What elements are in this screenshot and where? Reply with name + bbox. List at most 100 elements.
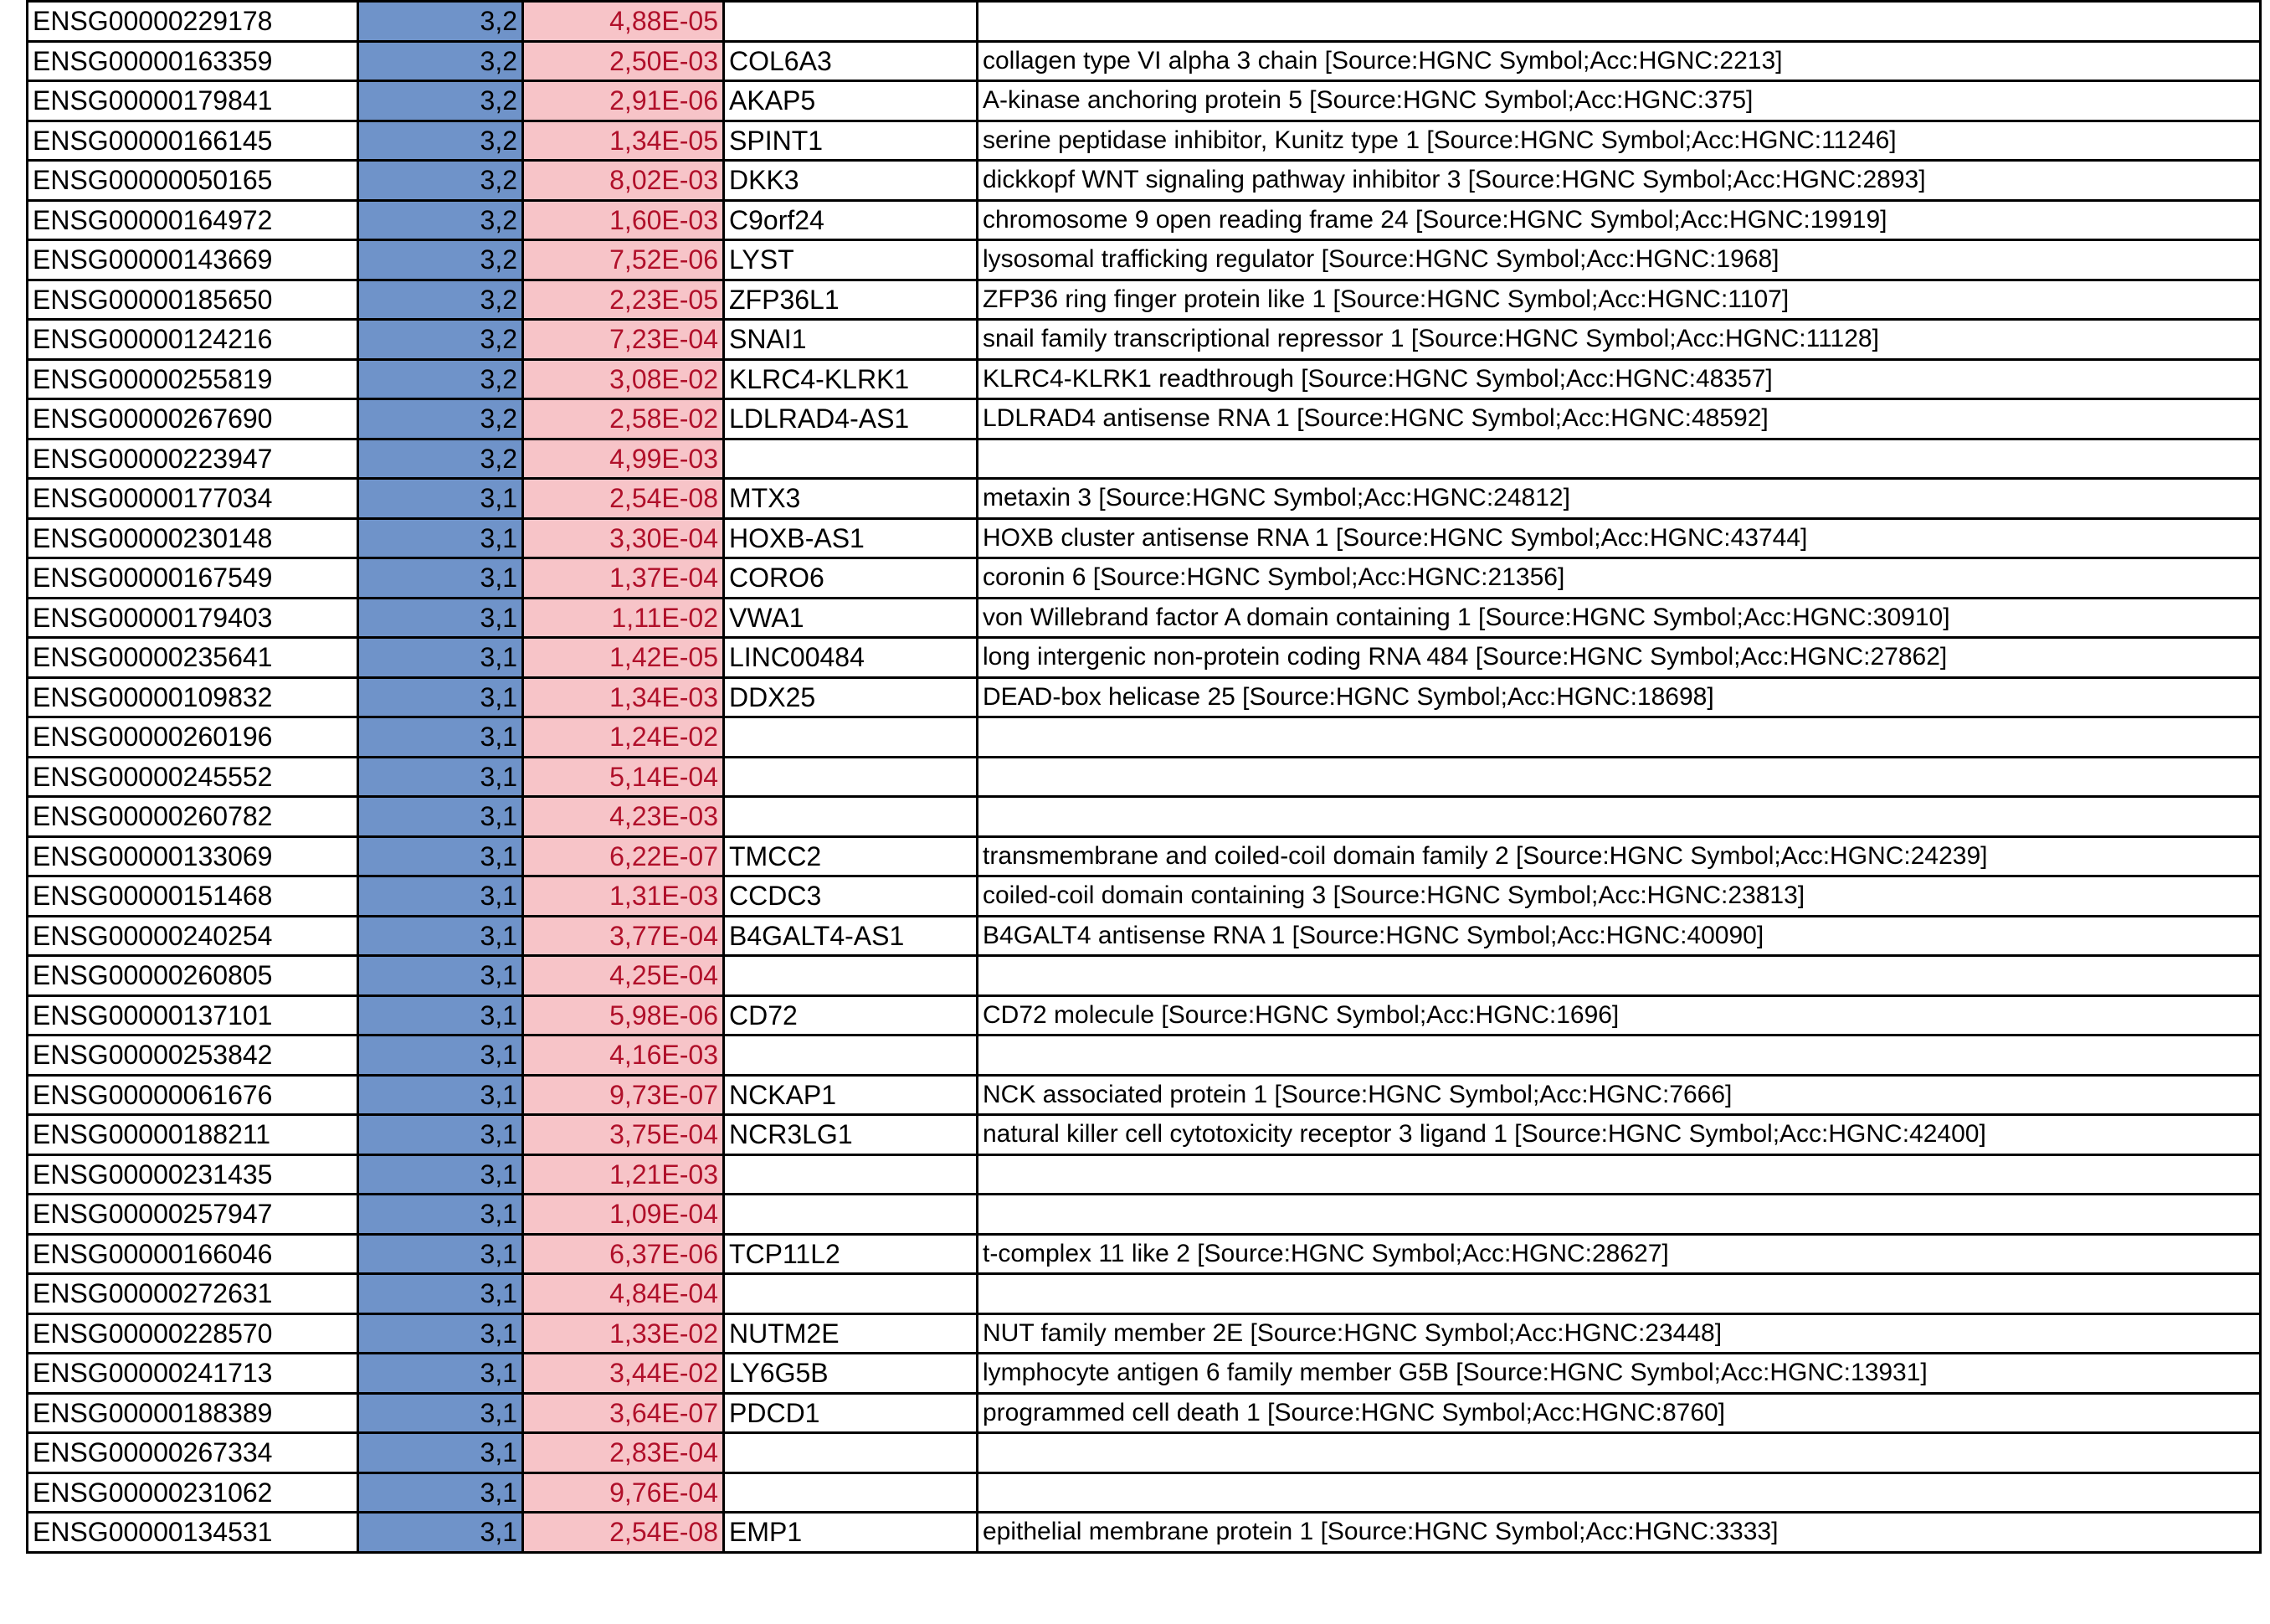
gene-symbol-cell[interactable]: COL6A3 <box>722 39 978 82</box>
fold-change-cell[interactable]: 3,1 <box>357 1232 524 1275</box>
gene-id-cell[interactable]: ENSG00000255819 <box>26 357 359 400</box>
p-value-cell[interactable]: 4,25E-04 <box>521 954 725 997</box>
fold-change-cell[interactable]: 3,1 <box>357 875 524 917</box>
fold-change-cell[interactable]: 3,2 <box>357 437 524 480</box>
gene-description-cell[interactable]: t-complex 11 like 2 [Source:HGNC Symbol;… <box>976 1232 2262 1275</box>
gene-symbol-cell[interactable] <box>722 1153 978 1195</box>
fold-change-cell[interactable]: 3,1 <box>357 1153 524 1195</box>
gene-description-cell[interactable]: snail family transcriptional repressor 1… <box>976 318 2262 361</box>
fold-change-cell[interactable]: 3,2 <box>357 39 524 82</box>
gene-id-cell[interactable]: ENSG00000228570 <box>26 1312 359 1354</box>
p-value-cell[interactable]: 1,31E-03 <box>521 875 725 917</box>
p-value-cell[interactable]: 1,09E-04 <box>521 1193 725 1236</box>
p-value-cell[interactable]: 1,33E-02 <box>521 1312 725 1354</box>
gene-id-cell[interactable]: ENSG00000151468 <box>26 875 359 917</box>
gene-id-cell[interactable]: ENSG00000137101 <box>26 994 359 1036</box>
fold-change-cell[interactable]: 3,1 <box>357 477 524 520</box>
p-value-cell[interactable]: 9,76E-04 <box>521 1471 725 1514</box>
p-value-cell[interactable]: 5,14E-04 <box>521 755 725 798</box>
gene-symbol-cell[interactable]: AKAP5 <box>722 80 978 122</box>
gene-id-cell[interactable]: ENSG00000133069 <box>26 835 359 877</box>
p-value-cell[interactable]: 2,83E-04 <box>521 1431 725 1474</box>
gene-id-cell[interactable]: ENSG00000179403 <box>26 596 359 639</box>
gene-description-cell[interactable]: natural killer cell cytotoxicity recepto… <box>976 1113 2262 1156</box>
gene-symbol-cell[interactable]: LY6G5B <box>722 1352 978 1395</box>
fold-change-cell[interactable]: 3,1 <box>357 1431 524 1474</box>
fold-change-cell[interactable]: 3,1 <box>357 914 524 957</box>
gene-description-cell[interactable]: metaxin 3 [Source:HGNC Symbol;Acc:HGNC:2… <box>976 477 2262 520</box>
gene-id-cell[interactable]: ENSG00000163359 <box>26 39 359 82</box>
gene-id-cell[interactable]: ENSG00000109832 <box>26 676 359 718</box>
gene-description-cell[interactable] <box>976 954 2262 997</box>
fold-change-cell[interactable]: 3,1 <box>357 1511 524 1554</box>
fold-change-cell[interactable]: 3,1 <box>357 835 524 877</box>
gene-id-cell[interactable]: ENSG00000253842 <box>26 1034 359 1077</box>
fold-change-cell[interactable]: 3,2 <box>357 278 524 321</box>
gene-symbol-cell[interactable] <box>722 716 978 758</box>
gene-description-cell[interactable]: ZFP36 ring finger protein like 1 [Source… <box>976 278 2262 321</box>
gene-description-cell[interactable] <box>976 0 2262 43</box>
p-value-cell[interactable]: 2,23E-05 <box>521 278 725 321</box>
fold-change-cell[interactable]: 3,1 <box>357 755 524 798</box>
gene-description-cell[interactable]: dickkopf WNT signaling pathway inhibitor… <box>976 159 2262 202</box>
gene-id-cell[interactable]: ENSG00000230148 <box>26 516 359 559</box>
p-value-cell[interactable]: 2,58E-02 <box>521 398 725 440</box>
p-value-cell[interactable]: 3,44E-02 <box>521 1352 725 1395</box>
gene-description-cell[interactable]: LDLRAD4 antisense RNA 1 [Source:HGNC Sym… <box>976 398 2262 440</box>
fold-change-cell[interactable]: 3,1 <box>357 1312 524 1354</box>
gene-symbol-cell[interactable]: EMP1 <box>722 1511 978 1554</box>
gene-symbol-cell[interactable]: SPINT1 <box>722 119 978 162</box>
gene-symbol-cell[interactable] <box>722 954 978 997</box>
gene-description-cell[interactable] <box>976 716 2262 758</box>
gene-description-cell[interactable] <box>976 1272 2262 1315</box>
p-value-cell[interactable]: 4,23E-03 <box>521 795 725 838</box>
p-value-cell[interactable]: 3,08E-02 <box>521 357 725 400</box>
p-value-cell[interactable]: 3,75E-04 <box>521 1113 725 1156</box>
p-value-cell[interactable]: 1,60E-03 <box>521 198 725 241</box>
gene-id-cell[interactable]: ENSG00000267334 <box>26 1431 359 1474</box>
fold-change-cell[interactable]: 3,1 <box>357 516 524 559</box>
gene-id-cell[interactable]: ENSG00000231435 <box>26 1153 359 1195</box>
fold-change-cell[interactable]: 3,2 <box>357 80 524 122</box>
gene-symbol-cell[interactable]: ZFP36L1 <box>722 278 978 321</box>
p-value-cell[interactable]: 2,54E-08 <box>521 1511 725 1554</box>
gene-description-cell[interactable]: B4GALT4 antisense RNA 1 [Source:HGNC Sym… <box>976 914 2262 957</box>
gene-symbol-cell[interactable]: C9orf24 <box>722 198 978 241</box>
gene-description-cell[interactable] <box>976 795 2262 838</box>
gene-symbol-cell[interactable]: NCR3LG1 <box>722 1113 978 1156</box>
gene-id-cell[interactable]: ENSG00000143669 <box>26 239 359 281</box>
gene-symbol-cell[interactable]: LDLRAD4-AS1 <box>722 398 978 440</box>
fold-change-cell[interactable]: 3,2 <box>357 239 524 281</box>
gene-id-cell[interactable]: ENSG00000223947 <box>26 437 359 480</box>
p-value-cell[interactable]: 4,99E-03 <box>521 437 725 480</box>
fold-change-cell[interactable]: 3,1 <box>357 1193 524 1236</box>
gene-symbol-cell[interactable]: HOXB-AS1 <box>722 516 978 559</box>
gene-symbol-cell[interactable] <box>722 437 978 480</box>
gene-description-cell[interactable]: CD72 molecule [Source:HGNC Symbol;Acc:HG… <box>976 994 2262 1036</box>
gene-description-cell[interactable] <box>976 1431 2262 1474</box>
gene-symbol-cell[interactable]: B4GALT4-AS1 <box>722 914 978 957</box>
p-value-cell[interactable]: 6,37E-06 <box>521 1232 725 1275</box>
gene-symbol-cell[interactable] <box>722 1034 978 1077</box>
fold-change-cell[interactable]: 3,1 <box>357 676 524 718</box>
gene-description-cell[interactable]: epithelial membrane protein 1 [Source:HG… <box>976 1511 2262 1554</box>
gene-symbol-cell[interactable]: SNAI1 <box>722 318 978 361</box>
gene-id-cell[interactable]: ENSG00000229178 <box>26 0 359 43</box>
gene-id-cell[interactable]: ENSG00000179841 <box>26 80 359 122</box>
gene-symbol-cell[interactable]: LINC00484 <box>722 636 978 679</box>
gene-id-cell[interactable]: ENSG00000245552 <box>26 755 359 798</box>
p-value-cell[interactable]: 3,77E-04 <box>521 914 725 957</box>
gene-description-cell[interactable] <box>976 437 2262 480</box>
gene-id-cell[interactable]: ENSG00000134531 <box>26 1511 359 1554</box>
fold-change-cell[interactable]: 3,1 <box>357 954 524 997</box>
gene-id-cell[interactable]: ENSG00000177034 <box>26 477 359 520</box>
gene-id-cell[interactable]: ENSG00000257947 <box>26 1193 359 1236</box>
gene-description-cell[interactable]: collagen type VI alpha 3 chain [Source:H… <box>976 39 2262 82</box>
gene-symbol-cell[interactable]: PDCD1 <box>722 1391 978 1434</box>
gene-symbol-cell[interactable]: VWA1 <box>722 596 978 639</box>
p-value-cell[interactable]: 4,16E-03 <box>521 1034 725 1077</box>
fold-change-cell[interactable]: 3,2 <box>357 398 524 440</box>
fold-change-cell[interactable]: 3,1 <box>357 557 524 599</box>
fold-change-cell[interactable]: 3,1 <box>357 1352 524 1395</box>
fold-change-cell[interactable]: 3,1 <box>357 596 524 639</box>
